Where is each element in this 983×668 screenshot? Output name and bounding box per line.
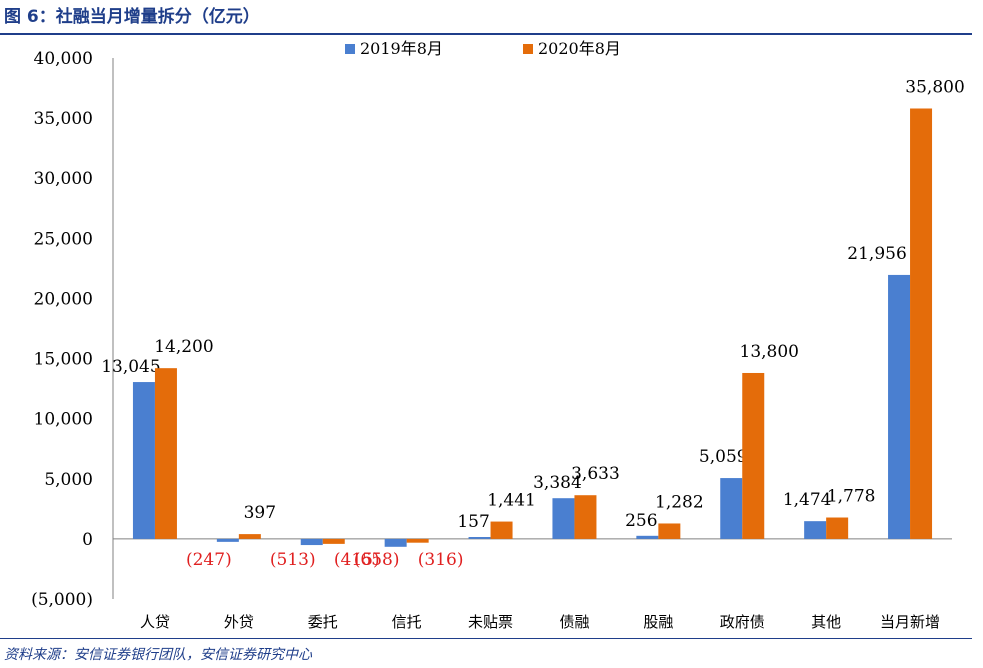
legend-2019-swatch: [345, 44, 355, 54]
data-label-2020: 3,633: [571, 464, 620, 484]
y-tick-label: 35,000: [34, 109, 93, 129]
y-tick-label: 10,000: [34, 410, 93, 430]
data-label-2019: 157: [457, 512, 489, 532]
data-label-2020: 35,800: [905, 77, 964, 97]
x-tick-label: 政府债: [720, 613, 765, 631]
data-label-2020: 13,800: [740, 342, 799, 362]
data-label-2020: (316): [418, 550, 464, 570]
data-label-2019: (658): [354, 550, 400, 570]
y-tick-label: 5,000: [44, 470, 93, 490]
bar-2019: [804, 521, 827, 539]
x-tick-label: 人贷: [140, 613, 170, 631]
y-tick-label: 20,000: [34, 289, 93, 309]
bar-2020: [238, 534, 261, 539]
data-label-2020: 1,282: [655, 492, 704, 512]
data-label-2019: 3,384: [533, 473, 582, 493]
x-tick-label: 当月新增: [880, 613, 940, 631]
x-tick-label: 债融: [559, 613, 589, 631]
bar-2020: [826, 517, 849, 539]
data-label-2019: 256: [625, 511, 657, 531]
y-tick-label: 15,000: [34, 350, 93, 370]
data-label-2019: (247): [186, 550, 232, 570]
bar-2020: [322, 538, 345, 544]
y-tick-label: 0: [82, 530, 93, 550]
y-tick-label: 40,000: [34, 49, 93, 69]
bar-2020: [154, 368, 177, 539]
bar-2020: [658, 523, 681, 539]
x-tick-label: 其他: [811, 613, 841, 631]
x-tick-label: 信托: [392, 613, 422, 631]
y-tick-label: 25,000: [34, 229, 93, 249]
data-label-2020: (415): [334, 550, 380, 570]
bar-2019: [720, 478, 743, 539]
title-divider: [0, 33, 972, 35]
x-tick-label: 未贴票: [468, 613, 513, 631]
bar-2020: [490, 521, 513, 539]
data-label-2020: 397: [244, 503, 276, 523]
data-label-2019: 1,474: [783, 490, 832, 510]
bar-2020: [406, 538, 429, 543]
legend-2019-label: 2019年8月: [360, 39, 443, 58]
footer-divider: [0, 638, 972, 639]
x-tick-label: 股融: [643, 613, 673, 631]
y-tick-label: 30,000: [34, 169, 93, 189]
bar-2019: [636, 535, 659, 539]
data-label-2020: 1,778: [827, 487, 876, 507]
bar-2020: [742, 372, 765, 539]
data-label-2020: 1,441: [487, 491, 536, 511]
bar-2019: [468, 537, 491, 539]
bar-2020: [910, 108, 933, 539]
data-label-2019: 13,045: [101, 357, 160, 377]
bar-2019: [384, 538, 407, 547]
legend-2020-label: 2020年8月: [538, 39, 621, 58]
bar-2019: [132, 382, 155, 539]
x-tick-label: 委托: [308, 613, 338, 631]
x-tick-label: 外贷: [224, 613, 254, 631]
y-tick-label: (5,000): [31, 590, 93, 610]
source-note: 资料来源：安信证券银行团队，安信证券研究中心: [4, 647, 312, 663]
bar-2019: [888, 274, 911, 539]
legend-2020-swatch: [523, 44, 533, 54]
bar-2019: [300, 538, 323, 546]
data-label-2019: 21,956: [847, 244, 906, 264]
bar-2020: [574, 495, 597, 539]
data-label-2019: (513): [270, 550, 316, 570]
chart-title: 图 6：社融当月增量拆分（亿元）: [4, 7, 260, 27]
bar-2019: [216, 538, 239, 542]
bar-2019: [552, 498, 575, 539]
data-label-2019: 5,059: [699, 447, 748, 467]
data-label-2020: 14,200: [154, 337, 213, 357]
